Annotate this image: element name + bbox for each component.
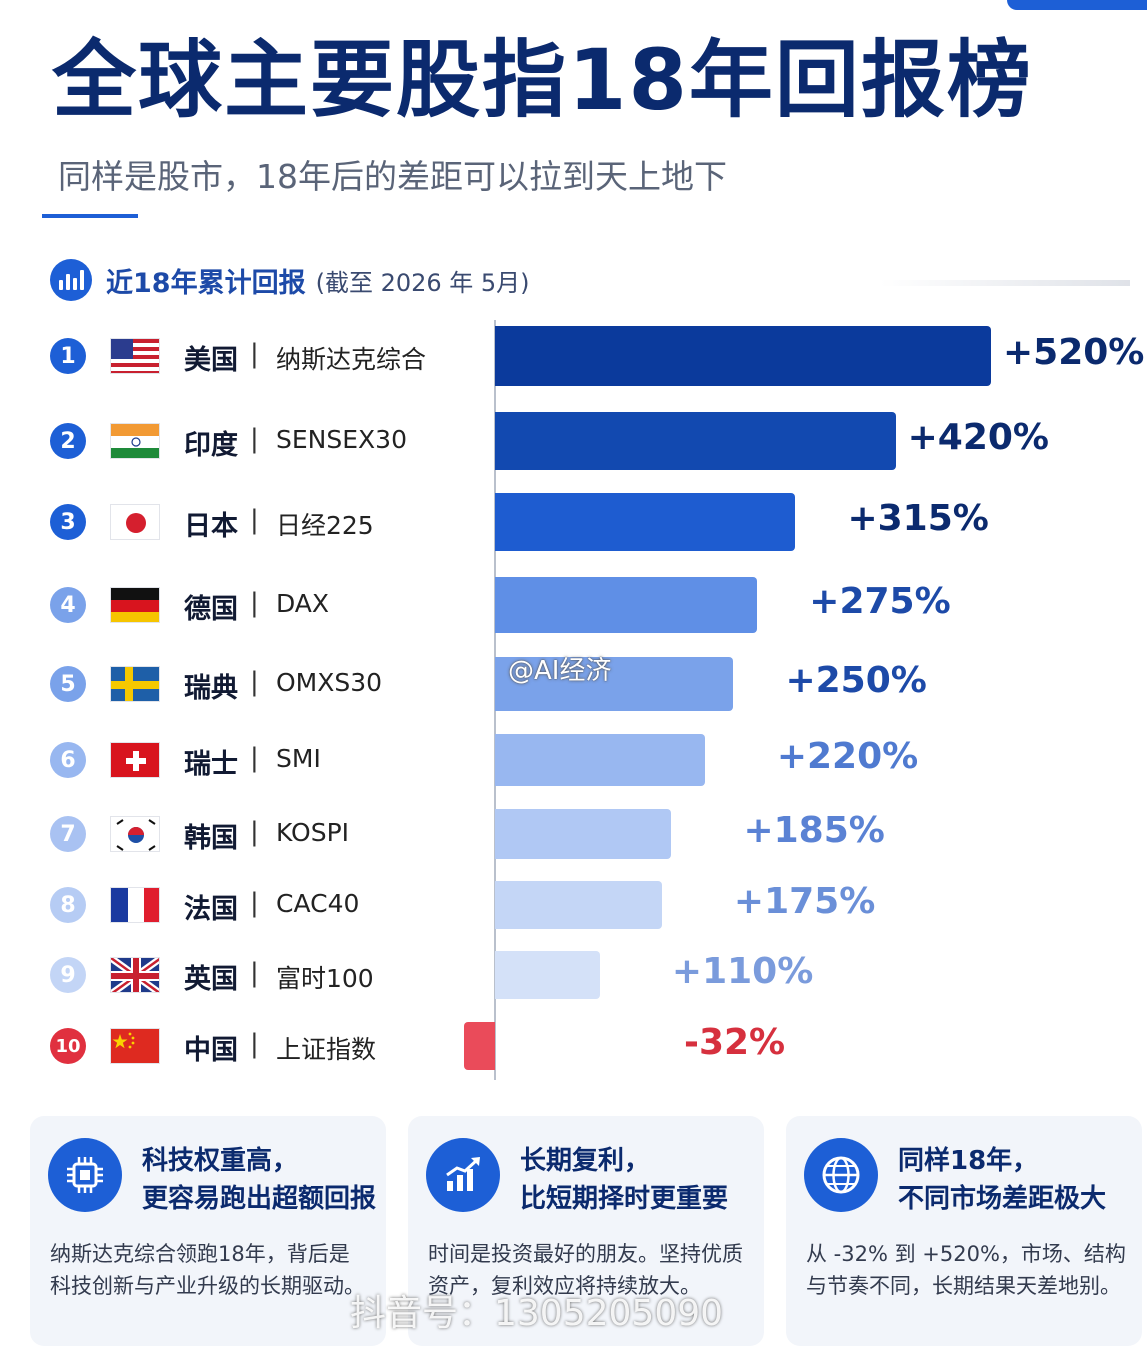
value-label: +220% [776,736,919,777]
country-label: 美国 [184,345,238,376]
country-label: 德国 [184,594,238,625]
flag-fr-icon [110,887,160,923]
bar [495,734,705,786]
country-label: 韩国 [184,823,238,854]
separator: | [250,588,259,618]
growth-chart-icon [426,1138,500,1212]
separator: | [250,505,259,535]
country-label: 瑞典 [184,673,238,704]
rank-badge: 5 [50,666,86,702]
card-body: 纳斯达克综合领跑18年，背后是科技创新与产业升级的长期驱动。 [50,1242,365,1298]
index-label: 上证指数 [276,1035,377,1064]
flag-de-icon [110,587,160,623]
rank-badge: 8 [50,887,86,923]
rank-badge: 9 [50,957,86,993]
insight-cards: 科技权重高， 更容易跑出超额回报 纳斯达克综合领跑18年，背后是科技创新与产业升级… [30,1116,1142,1346]
country-label: 瑞士 [184,749,238,780]
separator: | [250,667,259,697]
index-label: 纳斯达克综合 [276,345,427,374]
bar [495,809,672,859]
section-header: 近18年累计回报 (截至 2026 年 5月) [50,258,530,302]
corner-tab [1007,0,1147,10]
card-body: 时间是投资最好的朋友。坚持优质资产，复利效应将持续放大。 [428,1242,743,1298]
bar [495,951,600,999]
country-label: 中国 [184,1035,238,1066]
rank-badge: 4 [50,587,86,623]
bar [495,657,734,711]
insight-card-markets: 同样18年， 不同市场差距极大 从 -32% 到 +520%，市场、结构与节奏不同… [786,1116,1142,1346]
weibo-watermark: @AI经济 [508,656,612,686]
page-subtitle: 同样是股市，18年后的差距可以拉到天上地下 [58,157,727,196]
globe-icon [804,1138,878,1212]
flag-kr-icon [110,816,160,852]
bar [495,577,758,633]
separator: | [250,743,259,773]
rank-badge: 3 [50,504,86,540]
flag-se-icon [110,666,160,702]
rank-badge: 10 [50,1028,86,1064]
decorative-line [880,280,1130,286]
value-label: -32% [684,1022,786,1063]
country-label: 印度 [184,430,238,461]
rank-badge: 1 [50,338,86,374]
card-body: 从 -32% 到 +520%，市场、结构与节奏不同，长期结果天差地别。 [806,1242,1126,1298]
separator: | [250,1029,259,1059]
card-title: 长期复利， 比短期择时更重要 [520,1146,729,1214]
bar-chart-icon [50,259,92,301]
country-label: 英国 [184,964,238,995]
index-label: DAX [276,589,330,618]
value-label: +175% [733,881,876,922]
bar [495,881,662,929]
index-label: 富时100 [276,964,374,993]
page-title: 全球主要股指18年回报榜 [52,31,1033,129]
separator: | [250,339,259,369]
bar [495,326,991,386]
value-label: +185% [743,810,885,851]
card-title: 科技权重高， 更容易跑出超额回报 [142,1146,377,1214]
card-title: 同样18年， 不同市场差距极大 [898,1146,1107,1214]
rank-badge: 2 [50,423,86,459]
flag-gb-icon [110,957,160,993]
flag-in-icon [110,423,160,459]
bar [495,412,896,470]
value-label: +420% [907,417,1049,458]
separator: | [250,817,259,847]
index-label: SMI [276,744,321,773]
insight-card-tech: 科技权重高， 更容易跑出超额回报 纳斯达克综合领跑18年，背后是科技创新与产业升级… [30,1116,386,1346]
rank-badge: 6 [50,742,86,778]
title-divider [42,214,138,218]
separator: | [250,424,259,454]
rank-badge: 7 [50,816,86,852]
bar [464,1022,495,1070]
country-label: 法国 [184,894,238,925]
index-label: OMXS30 [276,668,383,697]
separator: | [250,888,259,918]
flag-ch-icon [110,742,160,778]
index-label: CAC40 [276,889,360,918]
section-label: 近18年累计回报 [106,267,306,299]
section-note: (截至 2026 年 5月) [315,268,530,297]
insight-card-compound: 长期复利， 比短期择时更重要 时间是投资最好的朋友。坚持优质资产，复利效应将持续放… [408,1116,764,1346]
value-label: +520% [1003,332,1145,373]
flag-jp-icon [110,504,160,540]
index-label: KOSPI [276,818,350,847]
value-label: +275% [809,581,951,622]
index-label: 日经225 [276,511,374,540]
value-label: +250% [785,660,927,701]
index-label: SENSEX30 [276,425,407,454]
flag-cn-icon [110,1028,160,1064]
value-label: +110% [671,951,814,992]
douyin-watermark: 抖音号：1305205090 [350,1293,724,1334]
separator: | [250,958,259,988]
country-label: 日本 [184,511,238,542]
bar [495,493,796,551]
chip-icon [48,1138,122,1212]
flag-us-icon [110,338,160,374]
value-label: +315% [847,498,989,539]
